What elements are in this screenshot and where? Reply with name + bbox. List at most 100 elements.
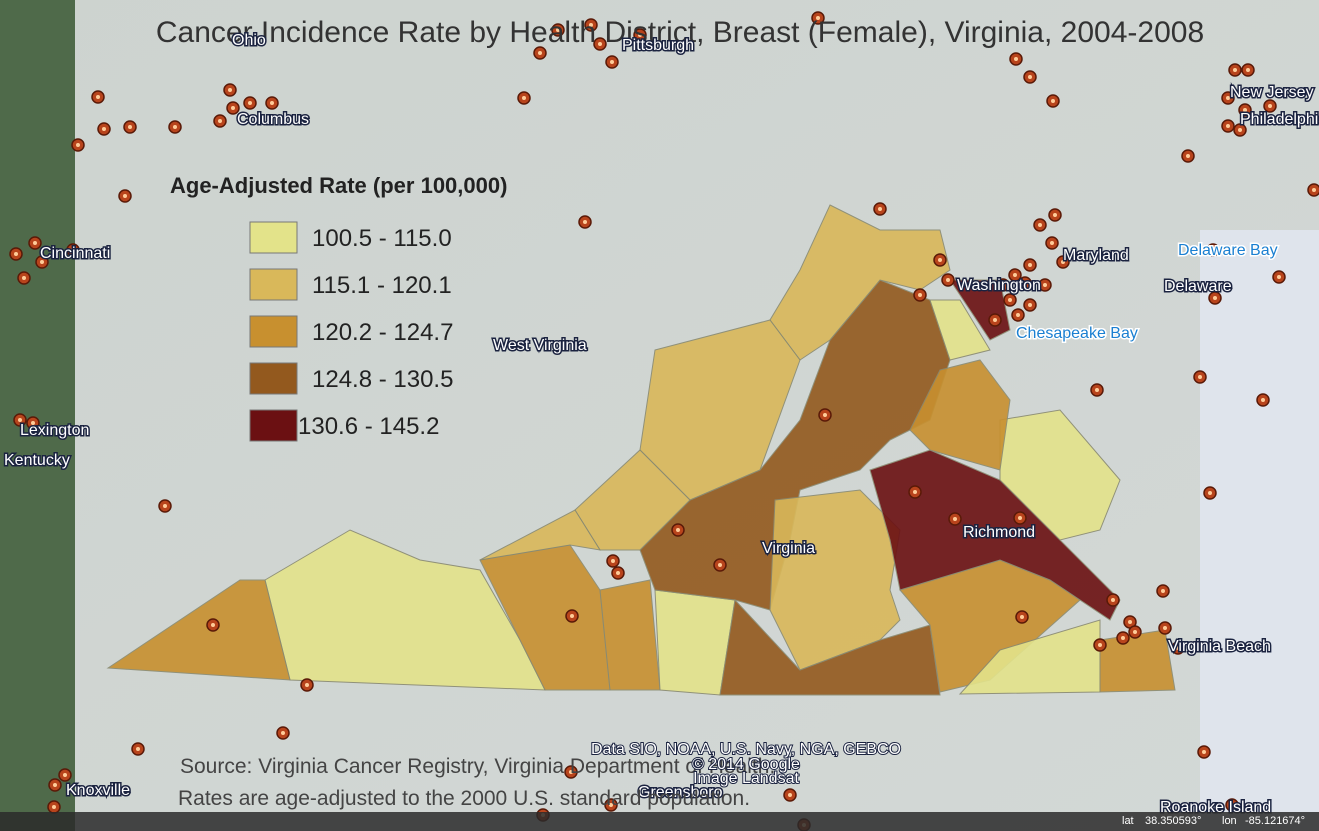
marker-center	[1053, 213, 1057, 217]
status-value: -85.121674°	[1245, 815, 1305, 827]
marker-center	[270, 101, 274, 105]
district	[769, 204, 951, 361]
marker-center	[1226, 124, 1230, 128]
marker-center	[589, 23, 593, 27]
marker-center	[1230, 803, 1234, 807]
marker-center	[1133, 630, 1137, 634]
place-label: Maryland	[1063, 247, 1129, 264]
marker-center	[14, 252, 18, 256]
source-note: Rates are age-adjusted to the 2000 U.S. …	[178, 787, 750, 810]
marker-center	[788, 793, 792, 797]
marker-center	[128, 125, 132, 129]
marker-center	[570, 614, 574, 618]
place-label: Richmond	[963, 524, 1035, 541]
district	[1099, 629, 1176, 693]
marker-center	[1161, 589, 1165, 593]
marker-center	[136, 747, 140, 751]
marker-center	[1018, 516, 1022, 520]
legend-label: 124.8 - 130.5	[312, 366, 453, 393]
marker-center	[1312, 188, 1316, 192]
marker-center	[1163, 626, 1167, 630]
marker-center	[718, 563, 722, 567]
place-label: Delaware	[1164, 278, 1232, 295]
marker-center	[611, 559, 615, 563]
marker-center	[76, 143, 80, 147]
district	[264, 529, 546, 691]
legend-swatch	[249, 362, 298, 395]
marker-center	[1050, 241, 1054, 245]
marker-center	[63, 773, 67, 777]
legend-label: 130.6 - 145.2	[298, 413, 439, 440]
marker-center	[676, 528, 680, 532]
district	[769, 489, 901, 671]
marker-center	[609, 803, 613, 807]
legend-title: Age-Adjusted Rate (per 100,000)	[170, 173, 507, 198]
marker-center	[22, 276, 26, 280]
marker-center	[1211, 248, 1215, 252]
place-label: Philadelphia	[1240, 111, 1319, 128]
marker-center	[583, 220, 587, 224]
marker-center	[1213, 296, 1217, 300]
place-label: Knoxville	[66, 782, 130, 799]
marker-center	[123, 194, 127, 198]
ocean	[1200, 230, 1319, 830]
legend-label: 100.5 - 115.0	[312, 225, 452, 252]
marker-center	[918, 293, 922, 297]
marker-center	[1186, 154, 1190, 158]
district	[929, 299, 991, 361]
marker-center	[1095, 388, 1099, 392]
marker-center	[1013, 273, 1017, 277]
status-value: 38.350593°	[1145, 815, 1201, 827]
marker-center	[1208, 491, 1212, 495]
marker-center	[1226, 96, 1230, 100]
marker-center	[1202, 750, 1206, 754]
marker-center	[1014, 57, 1018, 61]
marker-center	[1001, 283, 1005, 287]
marker-center	[1198, 375, 1202, 379]
district	[599, 579, 661, 691]
marker-center	[1028, 303, 1032, 307]
marker-center	[281, 731, 285, 735]
marker-center	[823, 413, 827, 417]
legend-swatch	[249, 315, 298, 348]
marker-center	[1043, 283, 1047, 287]
district	[106, 579, 291, 681]
place-label: Virginia Beach	[1168, 638, 1271, 655]
marker-center	[953, 517, 957, 521]
marker-center	[1016, 313, 1020, 317]
marker-center	[598, 42, 602, 46]
marker-center	[173, 125, 177, 129]
marker-center	[816, 16, 820, 20]
marker-center	[1111, 598, 1115, 602]
legend-label: 120.2 - 124.7	[312, 319, 453, 346]
legend-swatch	[249, 409, 298, 442]
marker-center	[1261, 398, 1265, 402]
district	[869, 449, 1121, 621]
marker-center	[569, 770, 573, 774]
marker-center	[102, 127, 106, 131]
place-label: Virginia	[762, 540, 815, 557]
district	[909, 359, 1011, 471]
marker-center	[1038, 223, 1042, 227]
terrain-strip	[0, 0, 75, 831]
marker-center	[211, 623, 215, 627]
district	[479, 509, 602, 561]
marker-center	[638, 33, 642, 37]
marker-center	[1051, 99, 1055, 103]
marker-center	[1233, 68, 1237, 72]
marker-center	[1028, 75, 1032, 79]
marker-center	[913, 490, 917, 494]
status-bar	[0, 812, 1319, 831]
place-label: Columbus	[237, 111, 309, 128]
districts	[106, 204, 1176, 696]
marker-center	[878, 207, 882, 211]
legend-swatch	[249, 221, 298, 254]
marker-center	[163, 504, 167, 508]
marker-center	[40, 260, 44, 264]
place-label: Ohio	[232, 32, 266, 49]
marker-center	[1268, 104, 1272, 108]
marker-center	[1008, 298, 1012, 302]
attribution: Data SIO, NOAA, U.S. Navy, NGA, GEBCO	[591, 741, 901, 758]
